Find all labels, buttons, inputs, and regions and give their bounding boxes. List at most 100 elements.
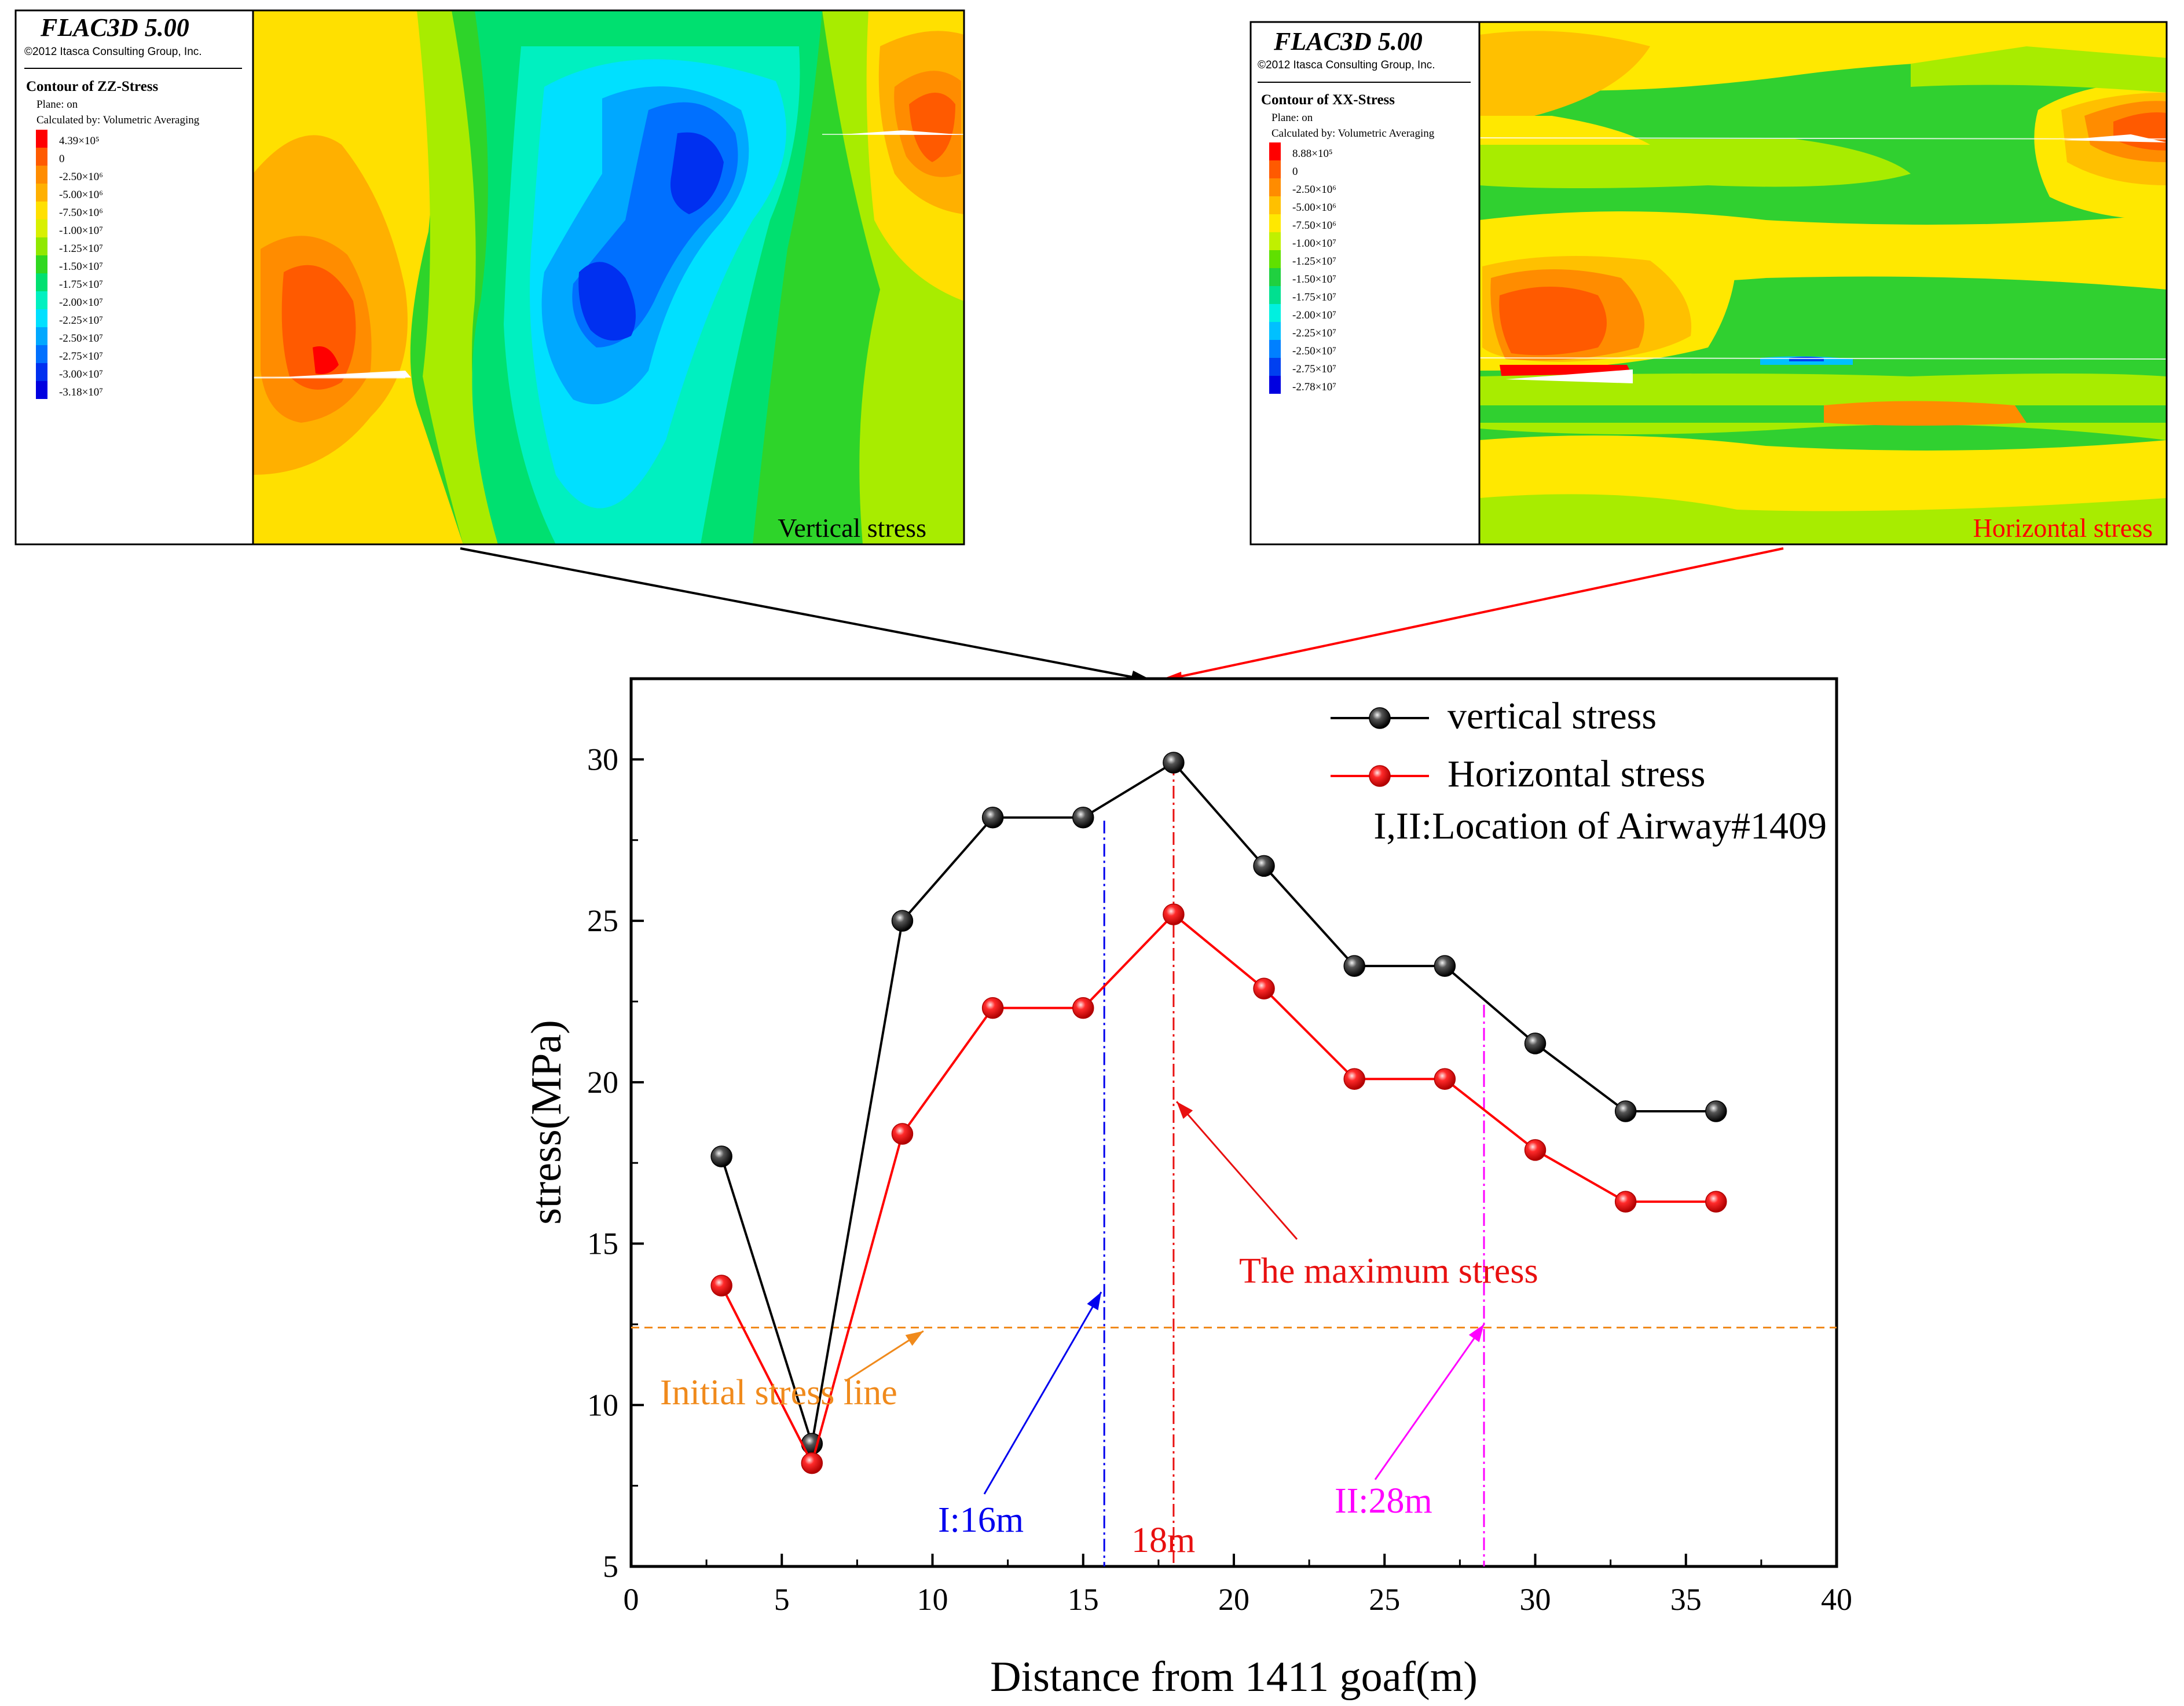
legend-swatch-label: -3.18×10⁷ [59,386,103,398]
arrow-line-red [1175,547,1784,679]
caption-horizontal-stress: Horizontal stress [1973,513,2153,543]
legend-swatch [36,345,47,363]
calc-text: Calculated by: Volumetric Averaging [36,114,200,126]
point-vertical [1072,806,1094,829]
legend-swatch [36,202,47,219]
point-vertical [1434,955,1456,977]
legend-swatch [1269,250,1281,268]
legend-swatch [36,273,47,291]
arrow-line-black [460,547,1135,679]
legend-swatch-label: -3.00×10⁷ [59,368,103,380]
y-tick-label: 10 [587,1388,618,1422]
legend-swatch [36,309,47,327]
legend-swatch-label: -2.75×10⁷ [59,350,103,363]
caption-vertical-stress: Vertical stress [778,513,926,543]
legend-marker-vertical [1369,707,1391,729]
legend-swatch-label: -1.50×10⁷ [59,261,103,273]
point-horizontal [1253,978,1275,1000]
legend-swatches: 8.88×10⁵ 0 -2.50×10⁶ -5.00×10⁶ -7.50×10⁶ -1.0… [1269,142,1336,394]
initial-stress-label: Initial stress line [660,1373,897,1412]
legend-box [14,9,254,546]
legend-marker-horizontal [1369,765,1391,787]
legend-swatch-label: -1.00×10⁷ [59,225,103,237]
plot-frame [629,677,1838,1568]
legend-swatch [1269,268,1281,286]
legend-swatch-label: -1.25×10⁷ [59,243,103,255]
legend-swatch [1269,376,1281,394]
legend-swatch-label: -2.00×10⁷ [1292,309,1336,321]
legend-swatch-label: -7.50×10⁶ [59,207,103,219]
legend-swatch-label: -1.00×10⁷ [1292,237,1336,250]
goaf-gap-left [272,371,411,378]
location-I-arrow-head [1087,1292,1101,1310]
legend-swatch [36,166,47,184]
y-tick-label: 25 [587,903,618,938]
legend-swatch-label: -2.50×10⁶ [59,171,103,183]
legend-swatch-label: -2.75×10⁷ [1292,363,1336,375]
location-II-arrow-head [1468,1324,1485,1342]
copyright: ©2012 Itasca Consulting Group, Inc. [1258,59,1435,71]
annotations: Initial stress line I:16m 18m The maximum s… [660,1101,1538,1560]
contour-title: Contour of ZZ-Stress [26,79,159,94]
location-II-arrow [1374,1324,1485,1480]
point-horizontal [1524,1139,1547,1161]
legend-swatch [36,184,47,202]
legend-swatch [36,130,47,148]
software-title: FLAC3D 5.00 [40,13,189,42]
legend-swatch-label: -2.50×10⁷ [59,332,103,345]
legend-swatch-label: -7.50×10⁶ [1292,219,1336,232]
legend-label-horizontal: Horizontal stress [1448,753,1705,795]
point-vertical [891,910,914,932]
legend-swatch [36,291,47,309]
point-horizontal [1705,1191,1727,1213]
legend-swatch-label: -1.75×10⁷ [59,279,103,291]
x-tick-label: 15 [1068,1582,1099,1617]
legend-swatch-label: 0 [1292,166,1298,178]
series-line-vertical [720,761,1716,1444]
contour-title: Contour of XX-Stress [1261,92,1395,108]
legend-swatch-label: -1.75×10⁷ [1292,291,1336,303]
point-vertical [1524,1033,1547,1055]
location-I-label: I:16m [938,1500,1024,1540]
y-tick-label: 20 [587,1065,618,1100]
point-vertical [981,806,1004,829]
x-tick-label: 5 [774,1582,790,1617]
point-vertical [1614,1100,1637,1122]
legend-swatch-label: -2.78×10⁷ [1292,381,1336,393]
point-vertical [1343,955,1365,977]
plane-text: Plane: on [1271,112,1313,124]
legend-swatch [1269,214,1281,232]
legend-swatch [1269,178,1281,196]
point-horizontal [801,1452,823,1474]
y-tick-label: 5 [603,1549,618,1584]
point-vertical [1253,855,1275,877]
legend-swatch [1269,340,1281,358]
x-tick-label: 0 [624,1582,639,1617]
point-horizontal [981,997,1004,1019]
legend-swatch [1269,160,1281,178]
x-tick-label: 30 [1520,1582,1551,1617]
legend-swatch [1269,358,1281,376]
legend-swatch [36,148,47,166]
legend-note: I,II:Location of Airway#1409 [1373,805,1827,847]
legend-swatch-label: -5.00×10⁶ [59,189,103,201]
legend-swatches: 4.39×10⁵ 0 -2.50×10⁶ -5.00×10⁶ -7.50×10⁶ -1.0… [36,130,103,399]
point-horizontal [1434,1068,1456,1090]
legend-swatch [1269,304,1281,322]
legend-swatch [36,363,47,381]
x-tick-label: 10 [917,1582,948,1617]
legend-swatch [36,255,47,273]
contour-panel-horizontal: FLAC3D 5.00 ©2012 Itasca Consulting Grou… [1249,21,2168,546]
point-vertical [1705,1100,1727,1122]
legend-swatch-label: -2.25×10⁷ [1292,327,1336,339]
max-position-label: 18m [1131,1521,1195,1560]
point-horizontal [891,1123,914,1145]
goaf-gap-left [1505,369,1633,383]
contour-panel-vertical: FLAC3D 5.00 ©2012 Itasca Consulting Grou… [14,9,965,546]
legend-swatch [36,237,47,255]
legend-swatch-label: 8.88×10⁵ [1292,148,1333,160]
legend-swatch-label: -5.00×10⁶ [1292,202,1336,214]
